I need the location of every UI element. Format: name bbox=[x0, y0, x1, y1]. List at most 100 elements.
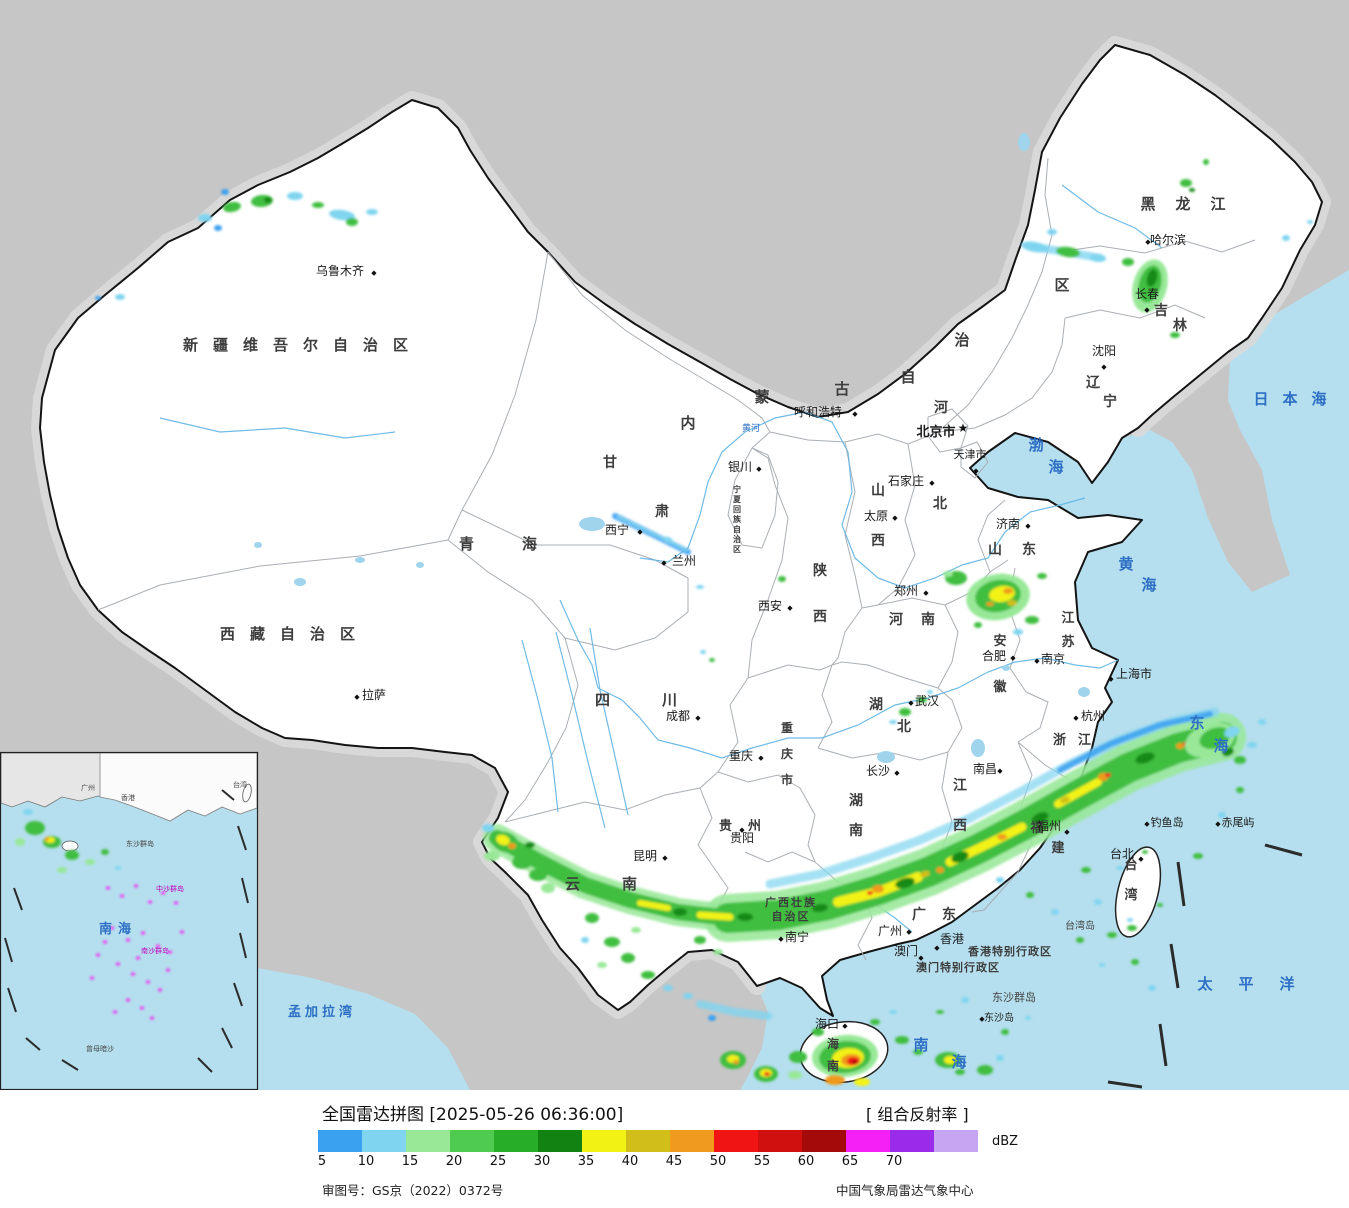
radar-echo-cell bbox=[1193, 853, 1203, 859]
radar-echo-cell bbox=[1031, 812, 1049, 824]
city-marker: ◆ bbox=[756, 465, 762, 473]
radar-echo-band bbox=[696, 1000, 772, 1020]
radar-echo-cell bbox=[913, 1049, 923, 1055]
city-label: 合肥 bbox=[982, 648, 1006, 663]
china-landmass bbox=[39, 44, 1323, 1017]
radar-echo-cell bbox=[198, 214, 212, 222]
radar-echo-band bbox=[1057, 711, 1213, 773]
legend-color-cell bbox=[450, 1130, 494, 1152]
legend-tick-label: 25 bbox=[489, 1154, 507, 1169]
province-label: 甘 bbox=[603, 454, 617, 471]
radar-echo-cell bbox=[1258, 719, 1266, 725]
radar-echo-cell bbox=[696, 585, 704, 589]
radar-echo-cell bbox=[1142, 850, 1148, 854]
radar-echo-cell bbox=[694, 936, 706, 944]
city-marker: ◆ bbox=[1010, 654, 1016, 662]
radar-echo-cell bbox=[264, 197, 272, 203]
radar-echo-cell bbox=[1189, 188, 1195, 192]
radar-echo-cell bbox=[920, 870, 930, 878]
radar-echo-cell bbox=[709, 658, 715, 662]
radar-echo-layer bbox=[15, 159, 1313, 1086]
legend-color-cell bbox=[890, 1130, 934, 1152]
legend-color-cell bbox=[406, 1130, 450, 1152]
city-label: 昆明 bbox=[633, 849, 657, 863]
radar-echo-cell bbox=[867, 891, 873, 895]
radar-echo-cell bbox=[1282, 235, 1290, 241]
city-label: 赤尾屿 bbox=[1222, 816, 1255, 829]
rivers bbox=[159, 184, 1163, 933]
city-label: 长春 bbox=[1135, 287, 1159, 301]
legend-tick-label: 10 bbox=[357, 1154, 375, 1169]
city-label: 济南 bbox=[996, 516, 1020, 531]
map-label: 黄河 bbox=[742, 422, 760, 434]
city-marker: ◆ bbox=[1145, 238, 1151, 246]
city-label: 重庆 bbox=[729, 749, 753, 763]
radar-echo-cell bbox=[663, 536, 673, 544]
radar-echo-cell bbox=[141, 931, 145, 935]
radar-echo-cell bbox=[126, 938, 130, 942]
legend-color-cell bbox=[846, 1130, 890, 1152]
legend-color-cell bbox=[802, 1130, 846, 1152]
city-marker: ◆ bbox=[787, 604, 793, 612]
radar-echo-cell bbox=[944, 1056, 956, 1064]
city-marker: ◆ bbox=[354, 693, 360, 701]
radar-echo-cell bbox=[1234, 756, 1246, 764]
city-marker: ◆ bbox=[1101, 363, 1107, 371]
city-label: 上海市 bbox=[1116, 666, 1152, 681]
province-label: 云南 bbox=[565, 875, 679, 893]
city-marker: ◆ bbox=[637, 528, 643, 536]
radar-echo-cell bbox=[1105, 773, 1111, 777]
city-marker: ◆ bbox=[758, 754, 764, 762]
radar-echo-cell bbox=[604, 937, 620, 947]
radar-echo-cell bbox=[346, 218, 358, 226]
radar-echo-cell bbox=[1076, 937, 1084, 943]
radar-echo-cell bbox=[1001, 1029, 1009, 1035]
radar-echo-cell bbox=[1003, 588, 1013, 594]
radar-echo-cell bbox=[1127, 925, 1137, 931]
province-label: 蒙 bbox=[754, 388, 769, 406]
radar-echo-cell bbox=[166, 968, 170, 972]
legend-color-cell bbox=[934, 1130, 978, 1152]
radar-echo-cell bbox=[997, 834, 1007, 840]
radar-echo-cell bbox=[1180, 179, 1192, 187]
city-marker: ◆ bbox=[906, 928, 912, 936]
radar-echo-cell bbox=[1170, 332, 1180, 338]
radar-echo-cell bbox=[525, 842, 535, 848]
legend-tick-label: 60 bbox=[797, 1154, 815, 1169]
city-label: 台北 bbox=[1110, 846, 1134, 861]
city-label: 杭州 bbox=[1081, 708, 1105, 723]
radar-echo-cell bbox=[733, 1060, 739, 1064]
province-label: 四川 bbox=[595, 691, 729, 709]
legend-color-cell bbox=[362, 1130, 406, 1152]
radar-echo-cell bbox=[1021, 241, 1049, 253]
city-label: 呼和浩特 bbox=[794, 404, 842, 419]
radar-echo-cell bbox=[581, 937, 589, 943]
radar-echo-cell bbox=[136, 956, 140, 960]
radar-echo-cell bbox=[825, 1075, 845, 1085]
province-label: 黑龙江 bbox=[1140, 195, 1245, 213]
radar-echo-cell bbox=[115, 294, 125, 300]
radar-echo-cell bbox=[1060, 796, 1070, 804]
radar-echo-cell bbox=[1056, 246, 1080, 258]
unit-label: dBZ bbox=[992, 1134, 1019, 1149]
radar-echo-cell bbox=[1222, 747, 1234, 757]
radar-echo-cell bbox=[1051, 909, 1059, 915]
radar-echo-cell bbox=[895, 1036, 909, 1044]
radar-echo-cell bbox=[1090, 253, 1106, 263]
city-label: 海口 bbox=[815, 1016, 839, 1031]
radar-echo-cell bbox=[168, 950, 172, 954]
sea-label: 海 bbox=[1048, 458, 1063, 476]
city-marker: ◆ bbox=[973, 467, 979, 475]
radar-echo-cell bbox=[977, 1065, 993, 1075]
city-label: 西安 bbox=[758, 598, 782, 613]
province-label: 山东 bbox=[988, 541, 1056, 558]
radar-echo-cell bbox=[895, 877, 915, 889]
city-marker: ◆ bbox=[1064, 828, 1070, 836]
radar-echo-cell bbox=[110, 926, 114, 930]
radar-echo-cell bbox=[1122, 258, 1134, 266]
province-label: 湖南 bbox=[849, 793, 863, 839]
city-marker: ◆ bbox=[1215, 820, 1221, 828]
radar-echo-cell bbox=[1127, 918, 1133, 922]
radar-echo-cell bbox=[872, 885, 884, 893]
